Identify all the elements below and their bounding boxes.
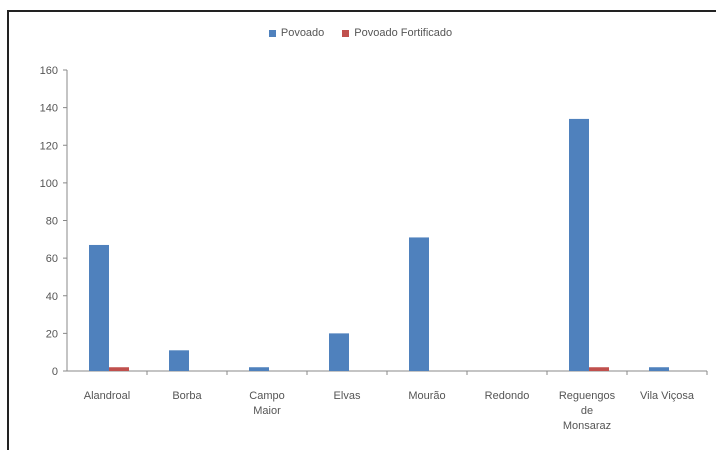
bar-povoado xyxy=(89,244,109,371)
bar-povoado xyxy=(569,118,589,371)
y-tick-label: 40 xyxy=(46,291,58,303)
x-category-label: Elvas xyxy=(334,390,361,402)
y-tick-label: 160 xyxy=(40,65,58,77)
bar-povoado-fortificado xyxy=(589,367,609,371)
x-category-label: Maior xyxy=(253,405,281,417)
x-category-label: Reguengos xyxy=(559,390,616,402)
bar-povoado xyxy=(329,333,349,371)
bar-povoado xyxy=(409,237,429,371)
bar-povoado xyxy=(249,367,269,371)
legend-item-povoado-fortificado: Povoado Fortificado xyxy=(342,27,452,39)
y-tick-label: 60 xyxy=(46,253,58,265)
y-tick-label: 20 xyxy=(46,328,58,340)
x-category-label: Mourão xyxy=(408,390,445,402)
x-category-label: de xyxy=(581,405,593,417)
bar-povoado xyxy=(169,350,189,371)
chart-frame xyxy=(7,10,716,450)
x-category-label: Campo xyxy=(249,390,284,402)
y-tick-label: 120 xyxy=(40,140,58,152)
legend-item-povoado: Povoado xyxy=(268,27,325,39)
y-tick-label: 100 xyxy=(40,178,58,190)
legend-swatch-povoado-fortificado xyxy=(342,29,350,37)
bar-povoado xyxy=(649,367,669,371)
legend-label-povoado-fortificado: Povoado Fortificado xyxy=(354,27,453,39)
legend-label-povoado: Povoado xyxy=(280,27,325,39)
x-category-label: Vila Viçosa xyxy=(640,390,695,402)
y-tick-label: 80 xyxy=(46,216,58,228)
chart-legend: Povoado Povoado Fortificado xyxy=(0,27,721,39)
x-category-label: Borba xyxy=(172,390,202,402)
x-category-label: Redondo xyxy=(485,390,530,402)
x-category-label: Monsaraz xyxy=(563,420,611,432)
x-category-label: Alandroal xyxy=(84,390,130,402)
y-tick-label: 0 xyxy=(52,366,58,378)
y-tick-label: 140 xyxy=(40,103,58,115)
legend-swatch-povoado xyxy=(268,29,276,37)
bar-povoado-fortificado xyxy=(109,367,129,371)
